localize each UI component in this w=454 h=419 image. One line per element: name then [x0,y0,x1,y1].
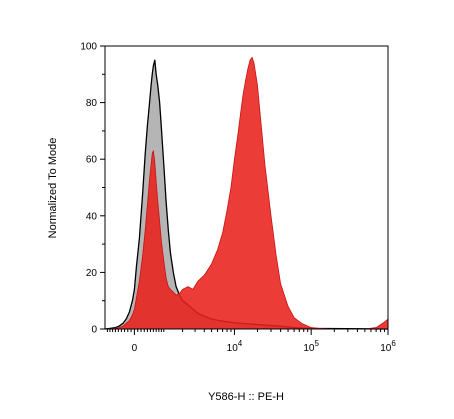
x-tick-label: 105 [303,339,319,354]
y-tick-label: 60 [86,155,98,166]
y-tick-label: 80 [86,98,98,109]
histogram-series-group [104,56,389,330]
y-tick-label: 0 [91,325,97,336]
x-axis-title: Y586-H :: PE-H [208,391,284,403]
y-axis-title: Normalized To Mode [47,138,59,239]
histogram-series-1-fill [105,60,388,330]
y-tick-label: 40 [86,211,98,222]
x-axis-ticks: 0 104 105 106 [106,329,396,354]
x-tick-label: 106 [380,339,396,354]
histogram-series-2-fill [105,57,388,329]
y-tick-label: 100 [80,42,97,53]
y-tick-label: 20 [86,268,98,279]
histogram-plot-area: 0 20 40 60 80 100 0 104 105 106 [80,42,396,355]
x-tick-label: 104 [227,339,243,354]
y-axis-ticks: 0 20 40 60 80 100 [80,42,105,336]
x-tick-label: 0 [132,343,138,354]
histogram-series-2-outline [104,56,389,330]
